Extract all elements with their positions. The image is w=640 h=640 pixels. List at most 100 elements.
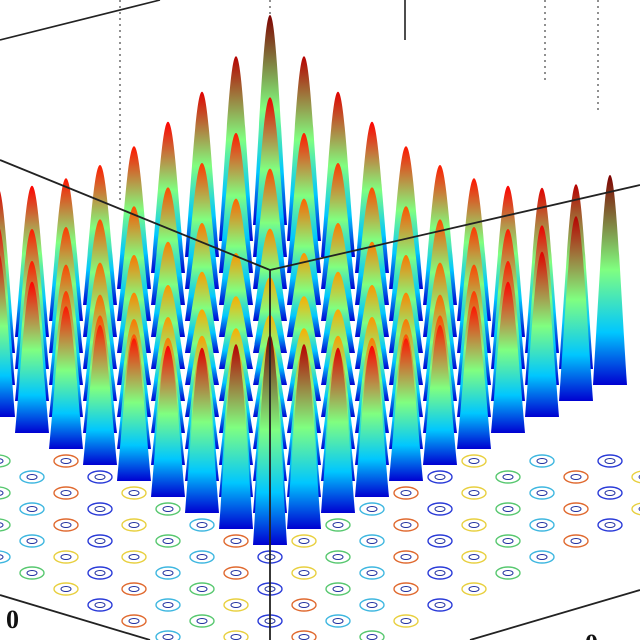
- contour: [400, 586, 412, 592]
- contour: [223, 534, 249, 548]
- contour: [427, 470, 453, 484]
- contour: [53, 454, 79, 468]
- contour: [502, 506, 514, 512]
- box-edge: [269, 184, 640, 271]
- contour: [400, 522, 412, 528]
- contour: [461, 518, 487, 532]
- x-tick-label: 0: [6, 605, 19, 634]
- contour: [393, 582, 419, 596]
- contour: [393, 614, 419, 628]
- box-edge: [469, 589, 640, 640]
- contour: [87, 566, 113, 580]
- contour: [366, 602, 378, 608]
- contour: [359, 566, 385, 580]
- contour: [121, 486, 147, 500]
- contour: [461, 550, 487, 564]
- contour: [162, 538, 174, 544]
- contour: [325, 614, 351, 628]
- contour: [434, 506, 446, 512]
- contour: [529, 486, 555, 500]
- contour: [604, 458, 616, 464]
- contour: [332, 522, 344, 528]
- contour: [19, 470, 45, 484]
- contour: [359, 502, 385, 516]
- contour: [128, 586, 140, 592]
- contour: [631, 470, 640, 484]
- contour: [53, 582, 79, 596]
- contour: [359, 630, 385, 640]
- contour: [597, 486, 623, 500]
- contour: [230, 602, 242, 608]
- contour: [94, 570, 106, 576]
- contour: [638, 474, 640, 480]
- box-edge: [0, 594, 151, 640]
- contour: [19, 502, 45, 516]
- contour: [26, 474, 38, 480]
- contour: [291, 598, 317, 612]
- contour: [597, 454, 623, 468]
- axes-box-front: [0, 159, 640, 640]
- surface-peak: [593, 175, 627, 385]
- contour: [0, 550, 11, 564]
- contour: [291, 630, 317, 640]
- contour: [400, 490, 412, 496]
- contour: [359, 534, 385, 548]
- contour: [223, 630, 249, 640]
- surface: [0, 15, 627, 545]
- contour: [128, 618, 140, 624]
- contour: [162, 634, 174, 640]
- surface-peak: [287, 344, 321, 529]
- contour: [94, 538, 106, 544]
- contour: [536, 490, 548, 496]
- surface-peak: [49, 306, 83, 449]
- contour: [87, 502, 113, 516]
- surface-peak: [219, 344, 253, 529]
- contour: [60, 490, 72, 496]
- contour: [0, 522, 4, 528]
- contour: [196, 618, 208, 624]
- surface-peak: [219, 253, 253, 337]
- surface-peak: [525, 251, 559, 417]
- contour: [366, 538, 378, 544]
- contour: [155, 598, 181, 612]
- contour: [196, 522, 208, 528]
- contour: [495, 502, 521, 516]
- contour: [570, 506, 582, 512]
- contour: [189, 518, 215, 532]
- contour: [60, 458, 72, 464]
- contour: [230, 570, 242, 576]
- contour: [298, 602, 310, 608]
- surface-peak: [321, 347, 355, 513]
- contour: [121, 550, 147, 564]
- contour: [189, 614, 215, 628]
- surface-peak: [457, 306, 491, 449]
- contour: [631, 502, 640, 516]
- contour: [196, 554, 208, 560]
- surface-peak: [389, 338, 423, 481]
- contour: [298, 570, 310, 576]
- contour: [53, 486, 79, 500]
- contour: [400, 618, 412, 624]
- contour: [563, 534, 589, 548]
- contour: [87, 598, 113, 612]
- contour: [468, 554, 480, 560]
- contour: [26, 506, 38, 512]
- contour: [393, 550, 419, 564]
- surface-peak: [0, 255, 15, 417]
- contour: [53, 518, 79, 532]
- contour: [468, 522, 480, 528]
- contour: [298, 634, 310, 640]
- contour: [604, 490, 616, 496]
- contour: [325, 518, 351, 532]
- box-edge: [0, 0, 161, 41]
- surface-peak: [287, 253, 321, 337]
- contour: [536, 522, 548, 528]
- contour: [536, 458, 548, 464]
- contour: [155, 534, 181, 548]
- y-tick-label: 0: [585, 629, 598, 640]
- contour: [189, 550, 215, 564]
- surface-peak: [559, 216, 593, 401]
- contour: [563, 502, 589, 516]
- surface-peak: [423, 325, 457, 465]
